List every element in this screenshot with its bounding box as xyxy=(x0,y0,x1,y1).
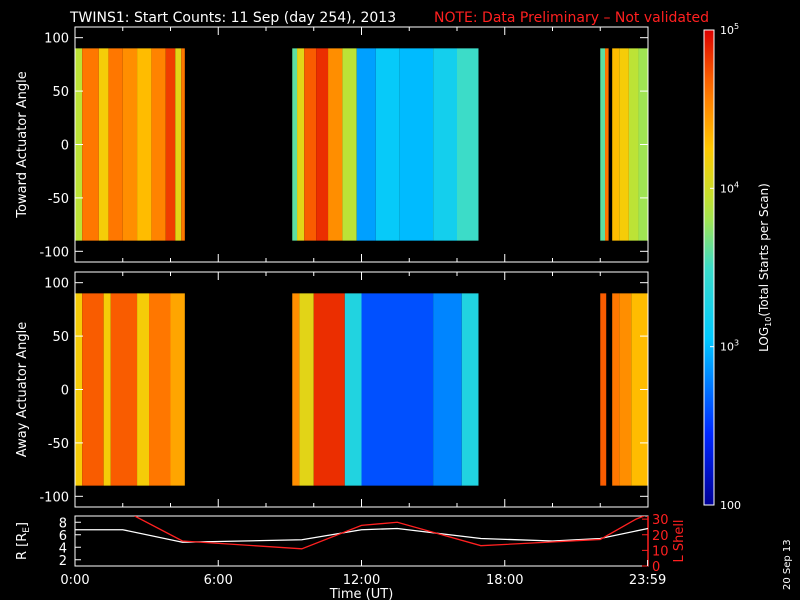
lshell-line xyxy=(134,516,646,550)
toward-ylabel: Toward Actuator Angle xyxy=(15,71,30,218)
toward-heat-column xyxy=(375,48,400,241)
radius-tick-label: 4 xyxy=(59,541,67,556)
toward-heat-column xyxy=(165,48,176,241)
toward-heat-column xyxy=(605,48,609,241)
time-tick-label: 18:00 xyxy=(486,573,523,588)
away-heat-column xyxy=(461,293,479,486)
away-ytick-label: 0 xyxy=(61,384,69,399)
away-ytick-label: 100 xyxy=(44,277,69,292)
radius-tick-label: 8 xyxy=(59,516,67,531)
toward-heat-column xyxy=(356,48,376,241)
away-heat-column xyxy=(170,293,185,486)
away-heat-column xyxy=(149,293,171,486)
time-tick-label: 12:00 xyxy=(343,573,380,588)
toward-heat-column xyxy=(619,48,629,241)
away-heat-column xyxy=(137,293,150,486)
toward-heat-column xyxy=(181,48,185,241)
toward-heat-column xyxy=(175,48,182,241)
away-ytick-label: -50 xyxy=(48,437,69,452)
toward-heat-column xyxy=(316,48,329,241)
colorbar-tick-label: 103 xyxy=(720,339,739,354)
away-heat-column xyxy=(299,293,314,486)
toward-heat-column xyxy=(137,48,152,241)
time-tick-label: 6:00 xyxy=(204,573,233,588)
toward-heat-column xyxy=(600,48,606,241)
chart-title: TWINS1: Start Counts: 11 Sep (day 254), … xyxy=(69,10,396,26)
radius-tick-label: 6 xyxy=(59,529,67,544)
time-tick-label: 23:59 xyxy=(629,573,666,588)
radius-tick-label: 2 xyxy=(59,554,67,569)
lshell-tick-label: 0 xyxy=(652,560,660,575)
toward-heat-column xyxy=(628,48,639,241)
toward-heat-column xyxy=(297,48,305,241)
toward-ytick-label: -50 xyxy=(48,192,69,207)
toward-actuator-panel: 100 50 0 -50 -100 Toward Actuator Angle xyxy=(15,26,649,263)
lshell-tick-label: 30 xyxy=(652,513,669,528)
toward-heat-column xyxy=(82,48,99,241)
away-heat-column xyxy=(619,293,632,486)
radius-line xyxy=(75,527,648,543)
away-actuator-panel: 100 50 0 -50 -100 Away Actuator Angle xyxy=(15,271,649,508)
colorbar-tick-label: 105 xyxy=(720,22,739,37)
toward-heat-column xyxy=(457,48,479,241)
toward-heat-column xyxy=(433,48,457,241)
colorbar-scale xyxy=(703,29,715,506)
toward-heat-column xyxy=(108,48,123,241)
time-tick-label: 0:00 xyxy=(60,573,89,588)
toward-ytick-label: -100 xyxy=(39,245,69,260)
away-heat-column xyxy=(344,293,362,486)
away-heat-column xyxy=(631,293,648,486)
lshell-tick-label: 20 xyxy=(652,529,669,544)
toward-heat-column xyxy=(122,48,138,241)
toward-heat-column xyxy=(304,48,317,241)
toward-heat-column xyxy=(328,48,343,241)
radius-axis-label: R [RE] xyxy=(15,522,32,560)
toward-heat-column xyxy=(151,48,166,241)
away-ytick-label: -100 xyxy=(39,490,69,505)
away-heat-column xyxy=(82,293,104,486)
away-ylabel: Away Actuator Angle xyxy=(15,322,30,457)
preliminary-note: NOTE: Data Preliminary – Not validated xyxy=(434,10,709,26)
lshell-axis-label: L Shell xyxy=(672,519,687,562)
away-ytick-label: 50 xyxy=(52,330,69,345)
colorbar: 105 104 103 100 LOG10(Total Starts per Scan) xyxy=(703,22,773,512)
away-heat-column xyxy=(433,293,462,486)
away-heat-column xyxy=(361,293,434,486)
toward-ytick-label: 100 xyxy=(44,32,69,47)
away-heat-column xyxy=(313,293,345,486)
date-stamp: 20 Sep 13 xyxy=(782,539,793,590)
away-heat-column xyxy=(600,293,607,486)
toward-heat-column xyxy=(292,48,298,241)
colorbar-tick-label: 104 xyxy=(720,180,739,195)
toward-heat-column xyxy=(342,48,357,241)
away-heat-column xyxy=(612,293,620,486)
toward-heat-column xyxy=(399,48,434,241)
away-heat-column xyxy=(103,293,111,486)
colorbar-tick-label: 100 xyxy=(720,499,741,512)
lshell-tick-label: 10 xyxy=(652,544,669,559)
toward-ytick-label: 0 xyxy=(61,139,69,154)
away-heat-column xyxy=(110,293,138,486)
colorbar-label: LOG10(Total Starts per Scan) xyxy=(757,183,773,352)
toward-ytick-label: 50 xyxy=(52,85,69,100)
away-heat-column xyxy=(292,293,300,486)
toward-heat-column xyxy=(612,48,620,241)
time-axis-label: Time (UT) xyxy=(329,587,394,600)
toward-heat-column xyxy=(98,48,109,241)
